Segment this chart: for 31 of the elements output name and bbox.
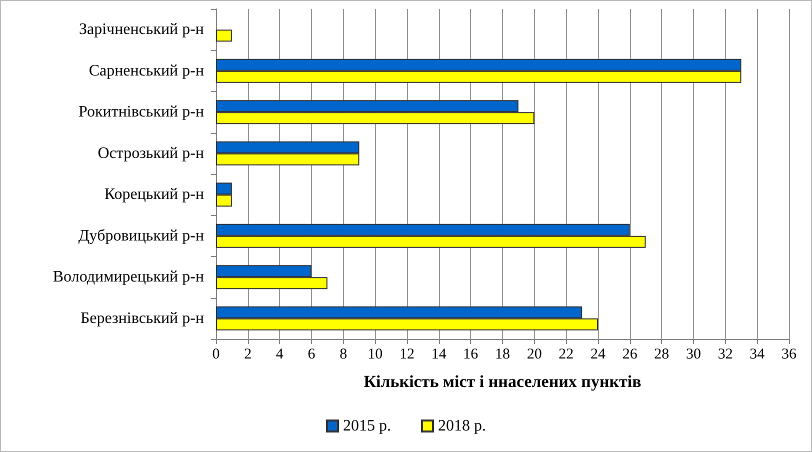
y-tick-label: Сарненський р-н: [88, 62, 204, 80]
bar: [216, 30, 232, 42]
legend-label: 2018 р.: [438, 418, 486, 434]
x-tick-label: 8: [340, 346, 348, 362]
x-tick-label: 12: [400, 346, 414, 362]
x-tick-label: 28: [654, 346, 670, 362]
x-tick-label: 4: [276, 346, 284, 362]
y-tick-label: Дубровицький р-н: [78, 227, 204, 244]
x-tick-label: 16: [463, 346, 479, 362]
x-tick-label: 36: [782, 346, 797, 362]
x-tick-label: 0: [212, 346, 220, 362]
y-tick-label: Володимирецький р-н: [52, 268, 204, 286]
legend-label: 2015 р.: [343, 418, 391, 434]
x-axis-title: Кількість міст і ннаселених пунктів: [364, 372, 642, 391]
x-tick-label: 2: [244, 346, 252, 362]
y-tick-label: Рокитнівський р-н: [78, 104, 204, 121]
y-tick-label: Корецький р-н: [104, 186, 204, 204]
x-tick-label: 6: [308, 346, 316, 362]
y-tick-label: Острозький р-н: [98, 144, 204, 162]
x-tick-label: 22: [558, 346, 574, 362]
y-tick-label: Зарічненський р-н: [78, 21, 204, 38]
x-tick-label: 14: [431, 346, 447, 362]
x-tick-label: 30: [686, 346, 701, 362]
x-tick-label: 32: [718, 346, 733, 362]
x-tick-label: 24: [590, 346, 606, 362]
y-tick-label: Березнівський р-н: [80, 310, 204, 327]
x-tick-label: 34: [750, 346, 766, 362]
x-tick-label: 26: [622, 346, 638, 362]
x-tick-label: 20: [526, 346, 542, 362]
x-tick-label: 18: [495, 346, 510, 362]
x-tick-label: 10: [368, 346, 383, 362]
